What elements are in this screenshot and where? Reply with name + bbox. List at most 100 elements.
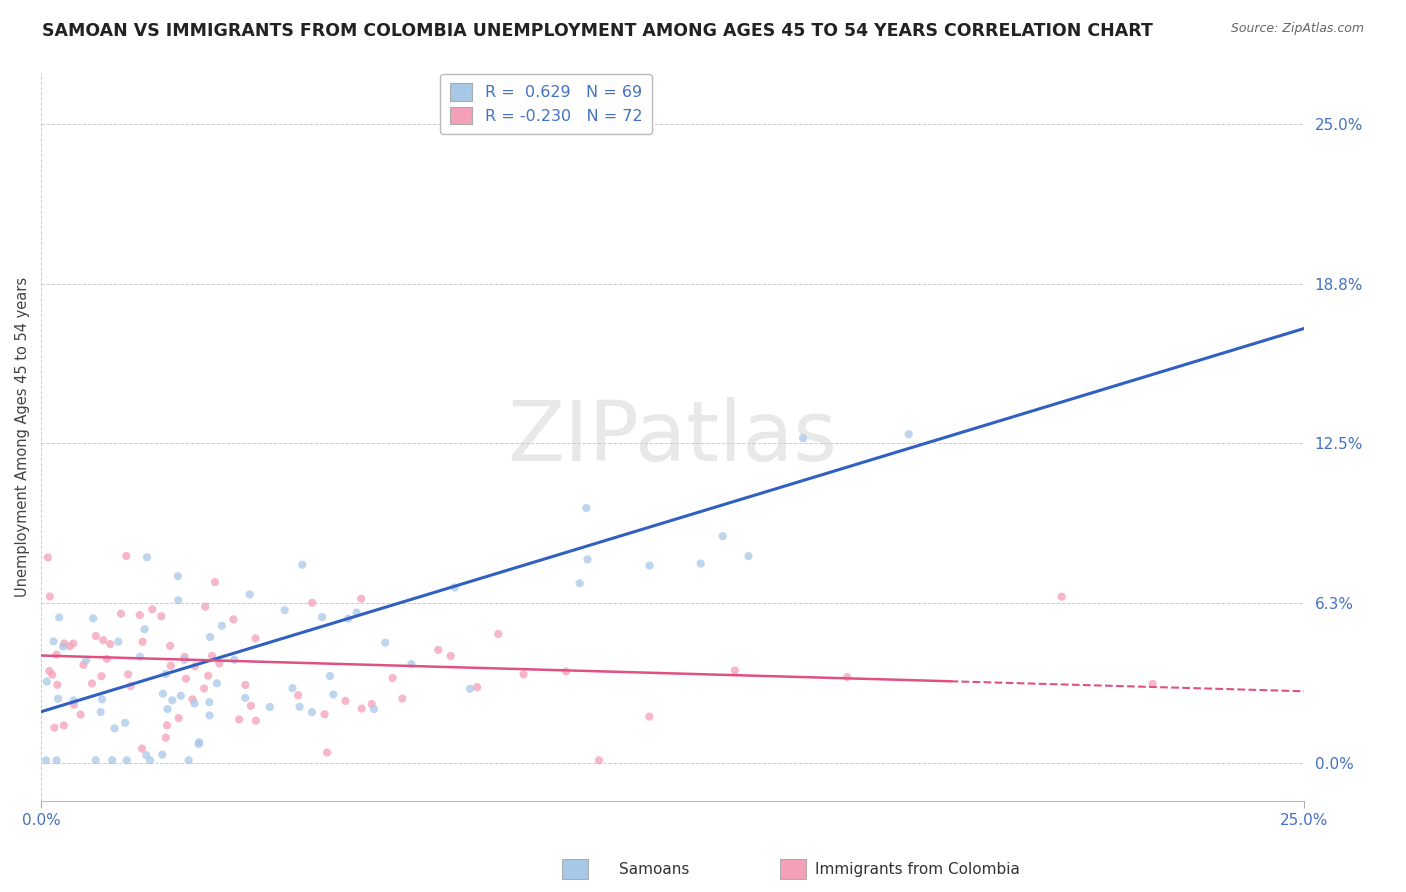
Point xyxy=(103,722,125,736)
Point xyxy=(59,640,82,654)
Point xyxy=(193,681,215,696)
Point xyxy=(139,753,162,767)
Point xyxy=(724,664,747,678)
Point xyxy=(198,708,221,723)
Point xyxy=(638,558,661,573)
Point xyxy=(350,591,373,606)
Point xyxy=(576,552,599,566)
Point xyxy=(159,639,181,653)
Point xyxy=(575,501,598,516)
Point xyxy=(465,680,488,694)
Point xyxy=(187,737,209,751)
Point xyxy=(588,753,610,767)
Point xyxy=(1142,677,1164,691)
Point xyxy=(167,569,190,583)
Point xyxy=(38,590,60,604)
Point xyxy=(72,657,94,672)
Point xyxy=(129,649,152,664)
Point xyxy=(711,529,734,543)
Point xyxy=(120,679,142,693)
Point xyxy=(440,648,463,663)
Point xyxy=(62,637,84,651)
Point xyxy=(233,690,256,705)
Point xyxy=(173,653,195,667)
Point xyxy=(91,633,114,648)
Text: Samoans: Samoans xyxy=(619,863,689,877)
Text: SAMOAN VS IMMIGRANTS FROM COLOMBIA UNEMPLOYMENT AMONG AGES 45 TO 54 YEARS CORREL: SAMOAN VS IMMIGRANTS FROM COLOMBIA UNEMP… xyxy=(42,22,1153,40)
Point xyxy=(458,681,481,696)
Point xyxy=(737,549,759,563)
Point xyxy=(48,610,70,624)
Point xyxy=(198,630,221,644)
Point xyxy=(90,669,112,683)
Point xyxy=(91,692,114,706)
Point xyxy=(245,632,267,646)
Text: Source: ZipAtlas.com: Source: ZipAtlas.com xyxy=(1230,22,1364,36)
Point xyxy=(46,691,69,706)
Point xyxy=(46,678,69,692)
Point xyxy=(38,664,60,678)
Point xyxy=(205,676,228,690)
Point xyxy=(177,753,200,767)
Point xyxy=(131,741,153,756)
Point xyxy=(568,576,591,591)
Point xyxy=(101,753,124,767)
Point xyxy=(35,674,58,689)
Point xyxy=(162,693,184,707)
Point xyxy=(374,635,396,649)
Point xyxy=(134,622,156,636)
Point xyxy=(174,672,197,686)
Point xyxy=(555,665,578,679)
Point xyxy=(156,718,179,732)
Point xyxy=(360,697,382,711)
Point xyxy=(198,695,221,709)
Point xyxy=(222,612,245,626)
Point xyxy=(82,611,104,625)
Point xyxy=(319,669,342,683)
Point xyxy=(141,602,163,616)
Point xyxy=(239,587,262,601)
Point xyxy=(204,575,226,590)
Point xyxy=(335,694,357,708)
Point xyxy=(155,731,177,745)
Point xyxy=(350,701,373,715)
Point xyxy=(44,721,66,735)
Point xyxy=(80,676,103,690)
Point xyxy=(131,635,153,649)
Point xyxy=(259,700,281,714)
Point xyxy=(322,688,344,702)
Point xyxy=(159,658,181,673)
Point xyxy=(245,714,267,728)
Point xyxy=(150,609,173,624)
Point xyxy=(363,702,385,716)
Point xyxy=(301,596,323,610)
Point xyxy=(90,705,112,719)
Point xyxy=(115,753,138,767)
Point xyxy=(42,634,65,648)
Point xyxy=(170,689,193,703)
Y-axis label: Unemployment Among Ages 45 to 54 years: Unemployment Among Ages 45 to 54 years xyxy=(15,277,30,597)
Point xyxy=(486,627,509,641)
Point xyxy=(224,653,246,667)
Point xyxy=(311,610,333,624)
Point xyxy=(152,687,174,701)
Point xyxy=(110,607,132,621)
Point xyxy=(391,691,413,706)
Point xyxy=(128,608,150,623)
Point xyxy=(273,603,295,617)
Point xyxy=(135,747,157,762)
Point xyxy=(183,697,205,711)
Point xyxy=(69,707,91,722)
Point xyxy=(197,669,219,683)
Point xyxy=(381,671,404,685)
Point xyxy=(45,753,67,767)
Point xyxy=(443,581,465,595)
Point xyxy=(837,670,859,684)
Point xyxy=(167,593,190,607)
Point xyxy=(98,637,121,651)
Point xyxy=(117,667,139,681)
Point xyxy=(107,634,129,648)
Point xyxy=(136,550,159,565)
Text: ZIPatlas: ZIPatlas xyxy=(508,397,838,477)
Point xyxy=(194,599,217,614)
